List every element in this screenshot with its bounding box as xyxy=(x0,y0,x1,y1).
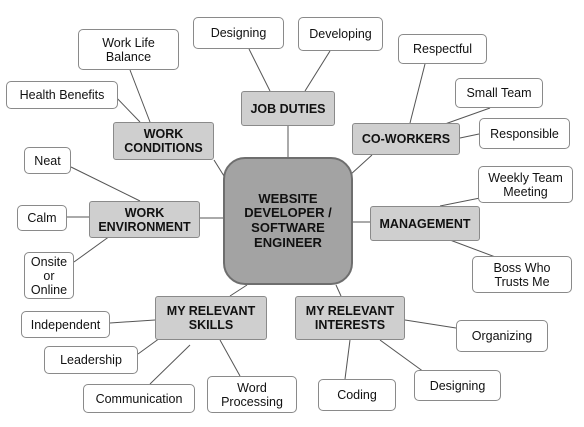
leaf-work-life-balance: Work Life Balance xyxy=(78,29,179,70)
category-relevant-interests: MY RELEVANT INTERESTS xyxy=(295,296,405,340)
category-relevant-skills: MY RELEVANT SKILLS xyxy=(155,296,267,340)
leaf-health-benefits: Health Benefits xyxy=(6,81,118,109)
leaf-weekly-team-meeting: Weekly Team Meeting xyxy=(478,166,573,203)
leaf-neat: Neat xyxy=(24,147,71,174)
leaf-communication: Communication xyxy=(83,384,195,413)
center-node: WEBSITE DEVELOPER / SOFTWARE ENGINEER xyxy=(223,157,353,285)
leaf-leadership: Leadership xyxy=(44,346,138,374)
category-work-environment: WORK ENVIRONMENT xyxy=(89,201,200,238)
leaf-independent: Independent xyxy=(21,311,110,338)
leaf-boss-who-trusts-me: Boss Who Trusts Me xyxy=(472,256,572,293)
leaf-designing-interest: Designing xyxy=(414,370,501,401)
leaf-designing-duty: Designing xyxy=(193,17,284,49)
category-management: MANAGEMENT xyxy=(370,206,480,241)
leaf-organizing: Organizing xyxy=(456,320,548,352)
leaf-onsite-or-online: Onsite or Online xyxy=(24,252,74,299)
leaf-coding: Coding xyxy=(318,379,396,411)
leaf-developing: Developing xyxy=(298,17,383,51)
leaf-small-team: Small Team xyxy=(455,78,543,108)
leaf-calm: Calm xyxy=(17,205,67,231)
leaf-responsible: Responsible xyxy=(479,118,570,149)
category-job-duties: JOB DUTIES xyxy=(241,91,335,126)
category-co-workers: CO-WORKERS xyxy=(352,123,460,155)
leaf-word-processing: Word Processing xyxy=(207,376,297,413)
leaf-respectful: Respectful xyxy=(398,34,487,64)
category-work-conditions: WORK CONDITIONS xyxy=(113,122,214,160)
